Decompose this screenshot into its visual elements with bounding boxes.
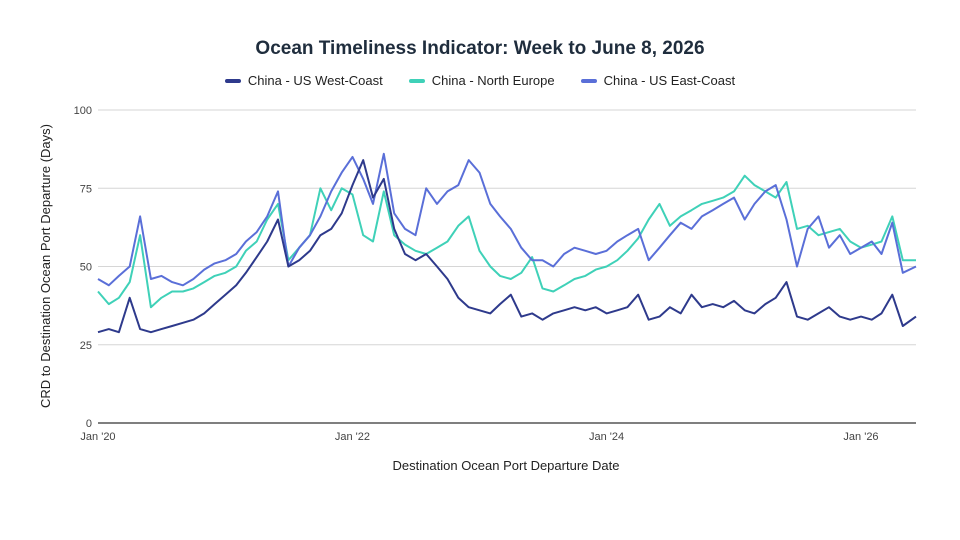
x-axis-label: Destination Ocean Port Departure Date bbox=[393, 458, 620, 473]
series-line-china-us-east-coast[interactable] bbox=[97, 152, 917, 287]
x-axis-ticks: Jan '20 Jan '22 Jan '24 Jan '26 bbox=[80, 431, 878, 443]
legend-item-north-europe[interactable]: China - North Europe bbox=[408, 73, 555, 88]
legend-swatch-us-east-coast bbox=[580, 78, 597, 83]
legend-label-north-europe: China - North Europe bbox=[431, 73, 555, 88]
y-tick-label: 0 bbox=[86, 418, 92, 430]
x-tick-label: Jan '26 bbox=[843, 431, 878, 443]
series-line-china-north-europe[interactable] bbox=[97, 174, 916, 309]
series-lines bbox=[97, 152, 917, 334]
y-tick-label: 75 bbox=[80, 183, 92, 195]
grid-lines bbox=[98, 109, 916, 424]
legend-label-us-west-coast: China - US West-Coast bbox=[247, 73, 383, 88]
legend-item-us-east-coast[interactable]: China - US East-Coast bbox=[580, 73, 736, 88]
series-line-china-us-west-coast[interactable] bbox=[97, 159, 917, 334]
chart-title: Ocean Timeliness Indicator: Week to June… bbox=[255, 38, 705, 59]
x-tick-label: Jan '24 bbox=[589, 431, 624, 443]
legend-swatch-north-europe bbox=[408, 78, 425, 83]
x-tick-label: Jan '22 bbox=[335, 431, 370, 443]
legend-item-us-west-coast[interactable]: China - US West-Coast bbox=[224, 73, 383, 88]
chart-legend: China - US West-Coast China - North Euro… bbox=[0, 73, 960, 88]
legend-swatch-us-west-coast bbox=[224, 78, 241, 83]
y-tick-label: 100 bbox=[74, 105, 92, 117]
legend-label-us-east-coast: China - US East-Coast bbox=[603, 73, 736, 88]
x-tick-label: Jan '20 bbox=[80, 431, 115, 443]
y-axis-label: CRD to Destination Ocean Port Departure … bbox=[38, 124, 53, 408]
y-axis-ticks: 0 25 50 75 100 bbox=[74, 105, 92, 430]
y-tick-label: 25 bbox=[80, 340, 92, 352]
y-tick-label: 50 bbox=[80, 262, 92, 274]
